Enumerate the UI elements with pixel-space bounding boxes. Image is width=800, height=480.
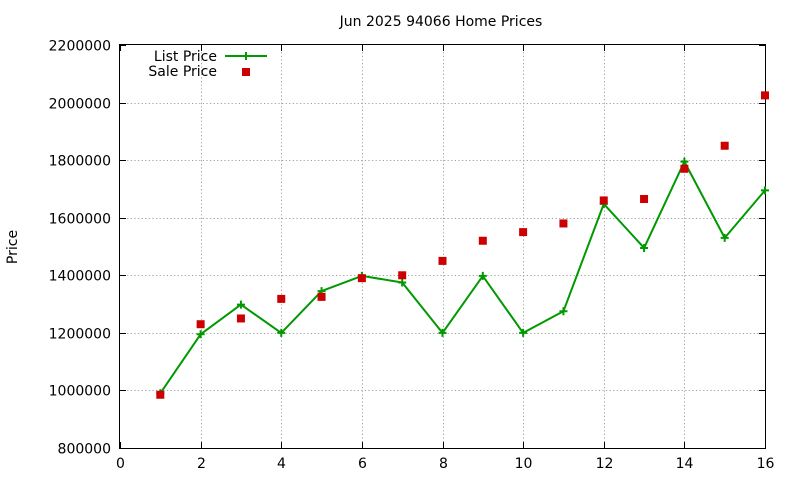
- list-price-point: [720, 233, 729, 242]
- y-tick-label: 1200000: [49, 327, 111, 343]
- x-tick-label: 8: [439, 456, 448, 472]
- list-price-point: [640, 243, 649, 252]
- sale-price-point: [438, 256, 447, 265]
- y-tick-label: 2200000: [49, 39, 111, 55]
- y-tick-label: 800000: [58, 442, 111, 458]
- tick-labels: 0 2 4 6 8 10 12 14 16 800000 1000000 1200000 1400000…: [49, 39, 775, 473]
- y-tick-label: 1800000: [49, 154, 111, 170]
- sale-price-point: [680, 164, 689, 173]
- list-price-point: [761, 186, 769, 195]
- y-axis-label: Price: [5, 230, 21, 264]
- x-tick-label: 14: [676, 456, 694, 472]
- list-price-point: [680, 157, 689, 166]
- x-tick-label: 0: [116, 456, 125, 472]
- sale-price-point: [398, 271, 407, 280]
- legend-label-list-price: List Price: [154, 49, 217, 65]
- sale-price-point: [559, 219, 568, 228]
- axis-ticks: [120, 45, 766, 449]
- sale-price-point: [519, 228, 528, 237]
- y-tick-label: 1600000: [49, 212, 111, 228]
- sale-price-point: [599, 196, 608, 205]
- x-tick-label: 10: [515, 456, 533, 472]
- plot-frame: [119, 44, 766, 449]
- list-price-line: [159, 160, 766, 394]
- x-tick-label: 2: [197, 456, 206, 472]
- list-price-point: [559, 307, 568, 316]
- y-tick-label: 1000000: [49, 384, 111, 400]
- legend-label-sale-price: Sale Price: [148, 64, 217, 80]
- sale-price-point: [236, 314, 245, 323]
- sale-price-point: [156, 390, 165, 399]
- sale-price-point: [640, 195, 649, 204]
- grid: [120, 45, 765, 448]
- sale-price-point: [317, 292, 326, 301]
- list-price-point: [478, 271, 487, 280]
- sale-price-point: [720, 141, 729, 150]
- list-price-point: [277, 328, 286, 337]
- list-price-point: [236, 300, 245, 309]
- list-price-point: [398, 278, 407, 287]
- list-price-point: [519, 328, 528, 337]
- sale-price-point: [357, 274, 366, 283]
- y-tick-label: 2000000: [49, 97, 111, 113]
- sale-price-point: [196, 320, 205, 329]
- series: [156, 91, 769, 399]
- x-tick-label: 12: [596, 456, 614, 472]
- list-price-point: [196, 330, 205, 339]
- y-tick-label: 1400000: [49, 269, 111, 285]
- chart-title: Jun 2025 94066 Home Prices: [339, 14, 543, 30]
- x-tick-label: 16: [757, 456, 775, 472]
- x-tick-label: 6: [358, 456, 367, 472]
- sale-price-point: [761, 91, 769, 100]
- sale-price-point: [478, 236, 487, 245]
- legend-marker-sale-price: [242, 68, 250, 76]
- sale-price-point: [277, 294, 286, 303]
- legend-marker-list-price: [242, 52, 250, 60]
- list-price-point: [438, 328, 447, 337]
- x-tick-label: 4: [277, 456, 286, 472]
